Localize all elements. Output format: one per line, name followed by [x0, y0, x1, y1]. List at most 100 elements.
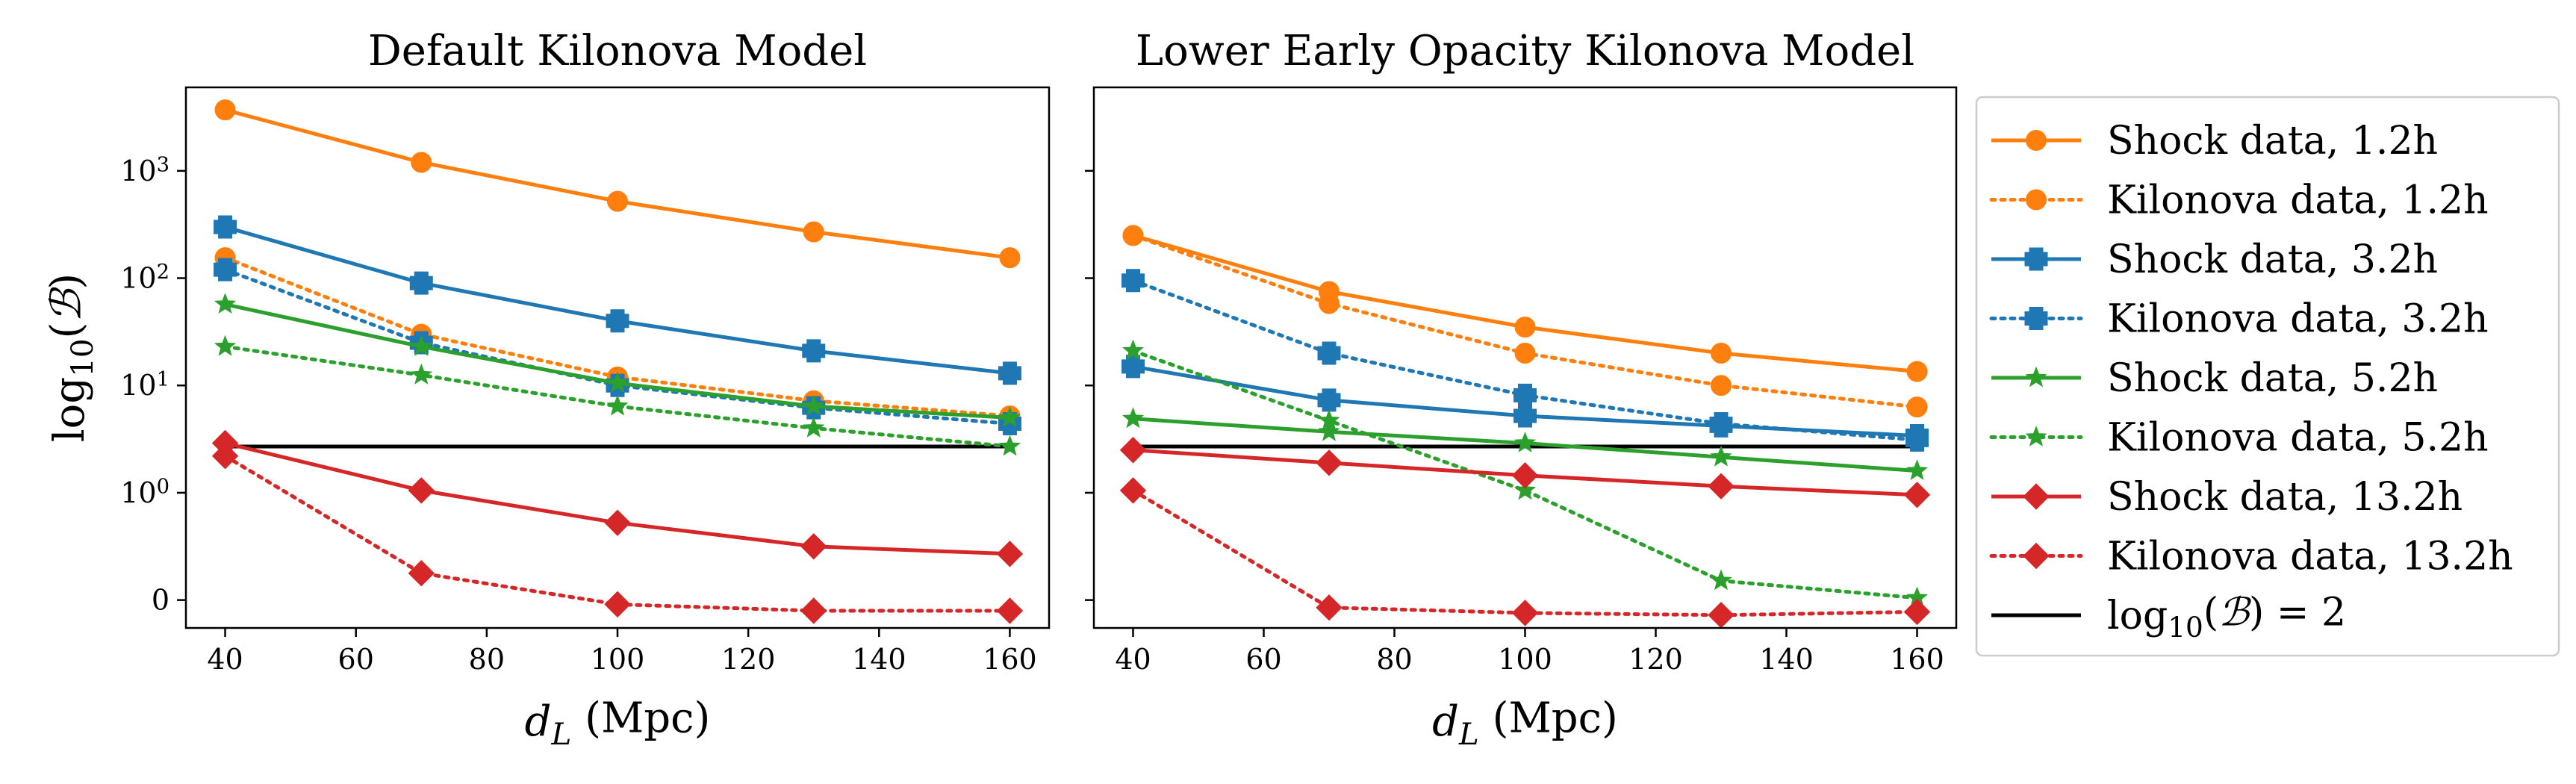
data-point [411, 152, 432, 173]
legend-label: Kilonova data, 3.2h [2107, 297, 2489, 342]
data-point [408, 560, 435, 587]
data-point [1708, 473, 1735, 500]
data-point [410, 363, 432, 385]
data-point [998, 406, 1021, 427]
x-tick-label: 140 [852, 643, 906, 676]
data-point [1514, 317, 1536, 338]
y-tick-label: 101 [120, 368, 169, 402]
x-tick-label: 120 [1628, 643, 1683, 676]
data-point [1513, 404, 1537, 428]
data-point [1710, 569, 1732, 591]
series-4 [1121, 407, 1929, 481]
legend-box [1975, 96, 2560, 657]
data-point [1906, 361, 1928, 382]
legend-marker [2023, 542, 2050, 570]
data-point [211, 443, 239, 470]
series-line [224, 441, 1010, 556]
data-point [606, 394, 629, 416]
data-point [1709, 411, 1733, 435]
data-point [1710, 445, 1732, 467]
legend-label: Kilonova data, 13.2h [2107, 535, 2513, 579]
legend-marker [2025, 366, 2047, 388]
data-point [996, 597, 1024, 624]
data-point [996, 541, 1024, 567]
series-5 [1121, 339, 1929, 608]
data-point [1318, 409, 1340, 430]
x-tick-label: 40 [207, 643, 243, 676]
data-point [1316, 594, 1343, 621]
y-tick-label: 103 [120, 154, 169, 187]
legend-entry: Kilonova data, 3.2h [1989, 297, 2489, 342]
legend-entry: Kilonova data, 1.2h [1989, 178, 2489, 223]
series-line [224, 225, 1010, 376]
series-6 [1119, 437, 1931, 508]
data-point [998, 435, 1021, 456]
data-point [1119, 437, 1147, 464]
legend-marker [2024, 307, 2048, 330]
series-5 [214, 335, 1021, 456]
data-point [1121, 339, 1145, 361]
data-point [1513, 383, 1537, 407]
data-point [1711, 375, 1732, 396]
data-point [800, 597, 827, 624]
data-point [410, 335, 432, 356]
data-point [803, 221, 824, 243]
x-tick-label: 60 [338, 643, 374, 676]
data-point [1711, 342, 1732, 364]
legend-entry: Shock data, 3.2h [1991, 237, 2438, 282]
data-point [803, 417, 825, 438]
legend-entry: Shock data, 13.2h [1991, 475, 2463, 520]
data-point [214, 215, 237, 239]
data-point [800, 533, 827, 560]
legend-marker [2023, 483, 2050, 510]
plot-area [211, 99, 1024, 624]
axes-frame [184, 86, 1051, 629]
data-point [214, 293, 237, 314]
data-point [1511, 462, 1539, 489]
data-point [1513, 479, 1537, 500]
data-point [409, 271, 433, 295]
x-tick-label: 120 [721, 643, 776, 676]
data-point [802, 339, 826, 363]
data-point [1708, 602, 1735, 628]
plot-area [1119, 225, 1931, 628]
series-line [224, 108, 1010, 260]
panel-title: Lower Early Opacity Kilonova Model [1136, 27, 1914, 75]
data-point [1121, 407, 1145, 429]
series-3 [1121, 269, 1929, 452]
data-point [1514, 342, 1536, 364]
series-7 [1119, 477, 1931, 628]
legend-marker [2026, 130, 2047, 151]
legend-entry: Shock data, 1.2h [1991, 119, 2438, 164]
data-point [214, 258, 237, 281]
data-point [606, 371, 629, 393]
x-tick-label: 80 [469, 643, 505, 676]
legend-marker [2026, 189, 2047, 211]
x-tick-label: 60 [1245, 643, 1281, 676]
panel-title: Default Kilonova Model [368, 27, 867, 75]
data-point [604, 591, 631, 618]
x-tick-label: 140 [1759, 643, 1814, 676]
y-tick-label: 100 [120, 476, 169, 509]
series-1 [1122, 225, 1928, 418]
x-axis-label: dL (Mpc) [1432, 694, 1618, 752]
x-tick-label: 80 [1376, 643, 1412, 676]
data-point [803, 394, 825, 416]
series-2 [214, 215, 1021, 385]
data-point [1121, 355, 1145, 379]
data-point [1906, 396, 1928, 418]
series-line [1131, 488, 1919, 617]
y-tick-label: 102 [120, 261, 169, 294]
data-point [408, 477, 435, 504]
legend-label: log10(ℬ) = 2 [2107, 591, 2346, 644]
data-point [1905, 428, 1929, 452]
data-point [606, 309, 629, 333]
data-point [214, 99, 236, 121]
series-4 [214, 293, 1021, 427]
y-axis-label: log10(ℬ) [42, 273, 100, 443]
legend-label: Shock data, 3.2h [2107, 237, 2438, 282]
data-point [1318, 420, 1340, 441]
data-point [1513, 432, 1537, 452]
x-tick-label: 160 [983, 643, 1037, 676]
